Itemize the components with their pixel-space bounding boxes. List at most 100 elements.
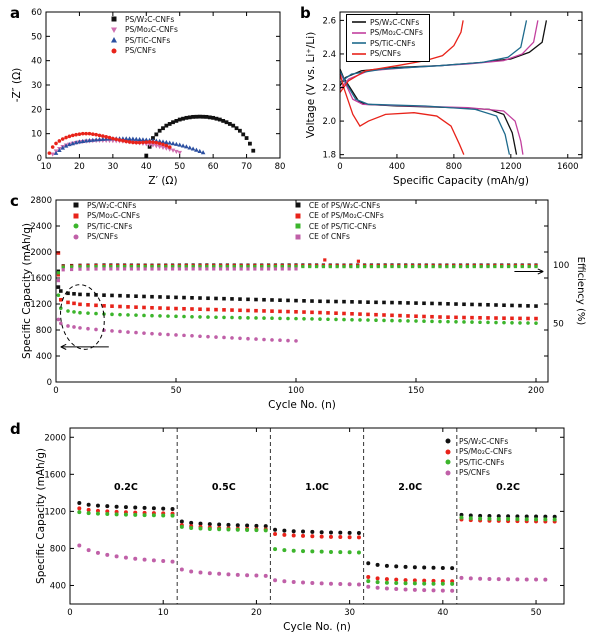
legend-entry: PS/TiC-CNFs [351,38,423,49]
svg-text:Cycle No. (n): Cycle No. (n) [283,621,351,633]
marker-swatch-icon [73,234,79,240]
svg-text:30: 30 [31,81,42,91]
marker-swatch-icon [295,213,301,219]
marker-swatch-icon [73,213,79,219]
legend-label: PS/CNFs [370,49,401,59]
svg-text:800: 800 [36,326,52,336]
svg-text:0.2C: 0.2C [496,482,520,493]
svg-text:20: 20 [251,608,262,618]
svg-text:0: 0 [67,608,72,618]
legend-label: PS/Mo₂C-CNFs [125,25,178,35]
legend-b: PS/W₂C-CNFs PS/Mo₂C-CNFs PS/TiC-CNFs PS/CNF… [346,14,430,62]
svg-text:2.0: 2.0 [322,117,336,127]
svg-text:20: 20 [74,162,85,172]
legend-entry: PS/Mo₂C-CNFs [351,28,423,39]
svg-text:2.0C: 2.0C [398,482,422,493]
legend-label: PS/TiC-CNFs [459,457,505,467]
chart-c-svg: 0 50 100 150 2000400800120016002000240028005… [21,196,586,411]
legend-label: PS/TiC-CNFs [125,35,171,45]
legend-entry: PS/CNFs [351,49,423,60]
legend-entry: PS/W₂C-CNFs [106,14,178,25]
svg-text:30: 30 [107,162,118,172]
legend-label: CE of CNFs [308,232,350,242]
svg-text:1200: 1200 [44,507,66,517]
svg-text:70: 70 [241,162,252,172]
svg-text:400: 400 [389,162,405,172]
svg-text:200: 200 [528,386,544,396]
panel-b-chart: 0 400 800 1200 1600 1.8 2.0 2.2 2.4 2.6 Specific C… [300,4,592,194]
legend-label: PS/TiC-CNFs [87,221,133,231]
legend-entry: PS/CNFs [68,232,140,243]
legend-label: PS/Mo₂C-CNFs [459,447,512,457]
legend-entry: PS/Mo₂C-CNFs [440,447,512,458]
legend-label: PS/CNFs [125,46,156,56]
svg-text:1.8: 1.8 [322,151,336,161]
svg-text:100: 100 [288,386,304,396]
marker-swatch-icon [445,459,451,465]
svg-text:400: 400 [36,352,52,362]
legend-label: PS/CNFs [459,468,490,478]
svg-text:0: 0 [47,378,52,388]
svg-text:50: 50 [171,386,182,396]
svg-text:Specific Capacity (mAh/g): Specific Capacity (mAh/g) [393,175,529,187]
marker-swatch-icon [445,449,451,455]
svg-text:1200: 1200 [500,162,522,172]
legend-label: PS/W₂C-CNFs [87,200,137,210]
svg-text:40: 40 [141,162,152,172]
legend-entry: PS/TiC-CNFs [106,35,178,46]
marker-swatch-icon [295,234,301,240]
svg-text:0: 0 [53,386,58,396]
panel-b: b 0 400 800 1200 1600 1.8 2.0 2.2 2.4 2.6 Specific… [300,4,592,190]
legend-entry: PS/CNFs [440,468,512,479]
legend-entry: CE of PS/W₂C-CNFs [290,200,384,211]
panel-d: d 0 10 20 30 40 50 400 800 1200 1600 2000 Cycle No.… [10,420,592,640]
legend-entry: PS/W₂C-CNFs [440,436,512,447]
panel-c: c 0 50 100 150 200 0 400 800 1200 1600 2000 2400 280… [10,192,592,418]
svg-text:30: 30 [344,608,355,618]
svg-text:0: 0 [37,154,42,164]
svg-text:50: 50 [174,162,185,172]
svg-text:50: 50 [31,32,42,42]
svg-text:2.2: 2.2 [322,84,336,94]
svg-text:-Z″ (Ω): -Z″ (Ω) [11,68,23,102]
legend-label: PS/Mo₂C-CNFs [370,28,423,38]
svg-text:2000: 2000 [44,433,66,443]
legend-label: PS/CNFs [87,232,118,242]
marker-swatch-icon [445,438,451,444]
panel-d-label: d [10,420,21,438]
panel-a: a 10 20 30 40 50 60 70 80 0 10 20 30 40 50 60 Z′ (Ω) -Z″… [10,4,288,190]
legend-label: PS/W₂C-CNFs [125,14,175,24]
chart-d-svg: 0 10 20 30 40 50 400 800 1200 1600 2000 Cycle No. (… [35,427,565,633]
legend-entry: PS/Mo₂C-CNFs [106,25,178,36]
svg-text:Specific Capacity (mAh/g): Specific Capacity (mAh/g) [21,223,33,359]
svg-text:Efficiency (%): Efficiency (%) [575,257,586,326]
svg-text:Voltage (V vs. Li⁺/Li): Voltage (V vs. Li⁺/Li) [305,32,317,138]
marker-swatch-icon [111,27,117,33]
svg-text:2400: 2400 [30,222,52,232]
svg-text:800: 800 [446,162,462,172]
svg-text:20: 20 [31,105,42,115]
marker-swatch-icon [73,223,79,229]
svg-text:60: 60 [208,162,219,172]
marker-swatch-icon [295,202,301,208]
legend-label: PS/Mo₂C-CNFs [87,211,140,221]
panel-a-chart: 10 20 30 40 50 60 70 80 0 10 20 30 40 50 60 Z′ (Ω) -Z″ (… [10,4,288,194]
legend-a: PS/W₂C-CNFs PS/Mo₂C-CNFs PS/TiC-CNFs PS/CNF… [106,14,178,56]
marker-swatch-icon [73,202,79,208]
svg-text:10: 10 [158,608,169,618]
svg-text:1600: 1600 [557,162,579,172]
legend-entry: CE of PS/Mo₂C-CNFs [290,211,384,222]
svg-text:2800: 2800 [30,196,52,206]
svg-text:0.2C: 0.2C [114,482,138,493]
svg-text:40: 40 [31,57,42,67]
svg-text:1600: 1600 [30,274,52,284]
legend-entry: PS/CNFs [106,46,178,57]
panel-c-chart: 0 50 100 150 200 0 400 800 1200 1600 2000 2400 2800 5… [10,192,592,422]
legend-d: PS/W₂C-CNFs PS/Mo₂C-CNFs PS/TiC-CNFs PS/CNF… [440,436,512,478]
svg-text:10: 10 [31,130,42,140]
line-swatch-icon [352,21,366,24]
panel-a-label: a [10,4,21,22]
svg-text:1.0C: 1.0C [305,482,329,493]
svg-text:1600: 1600 [44,470,66,480]
